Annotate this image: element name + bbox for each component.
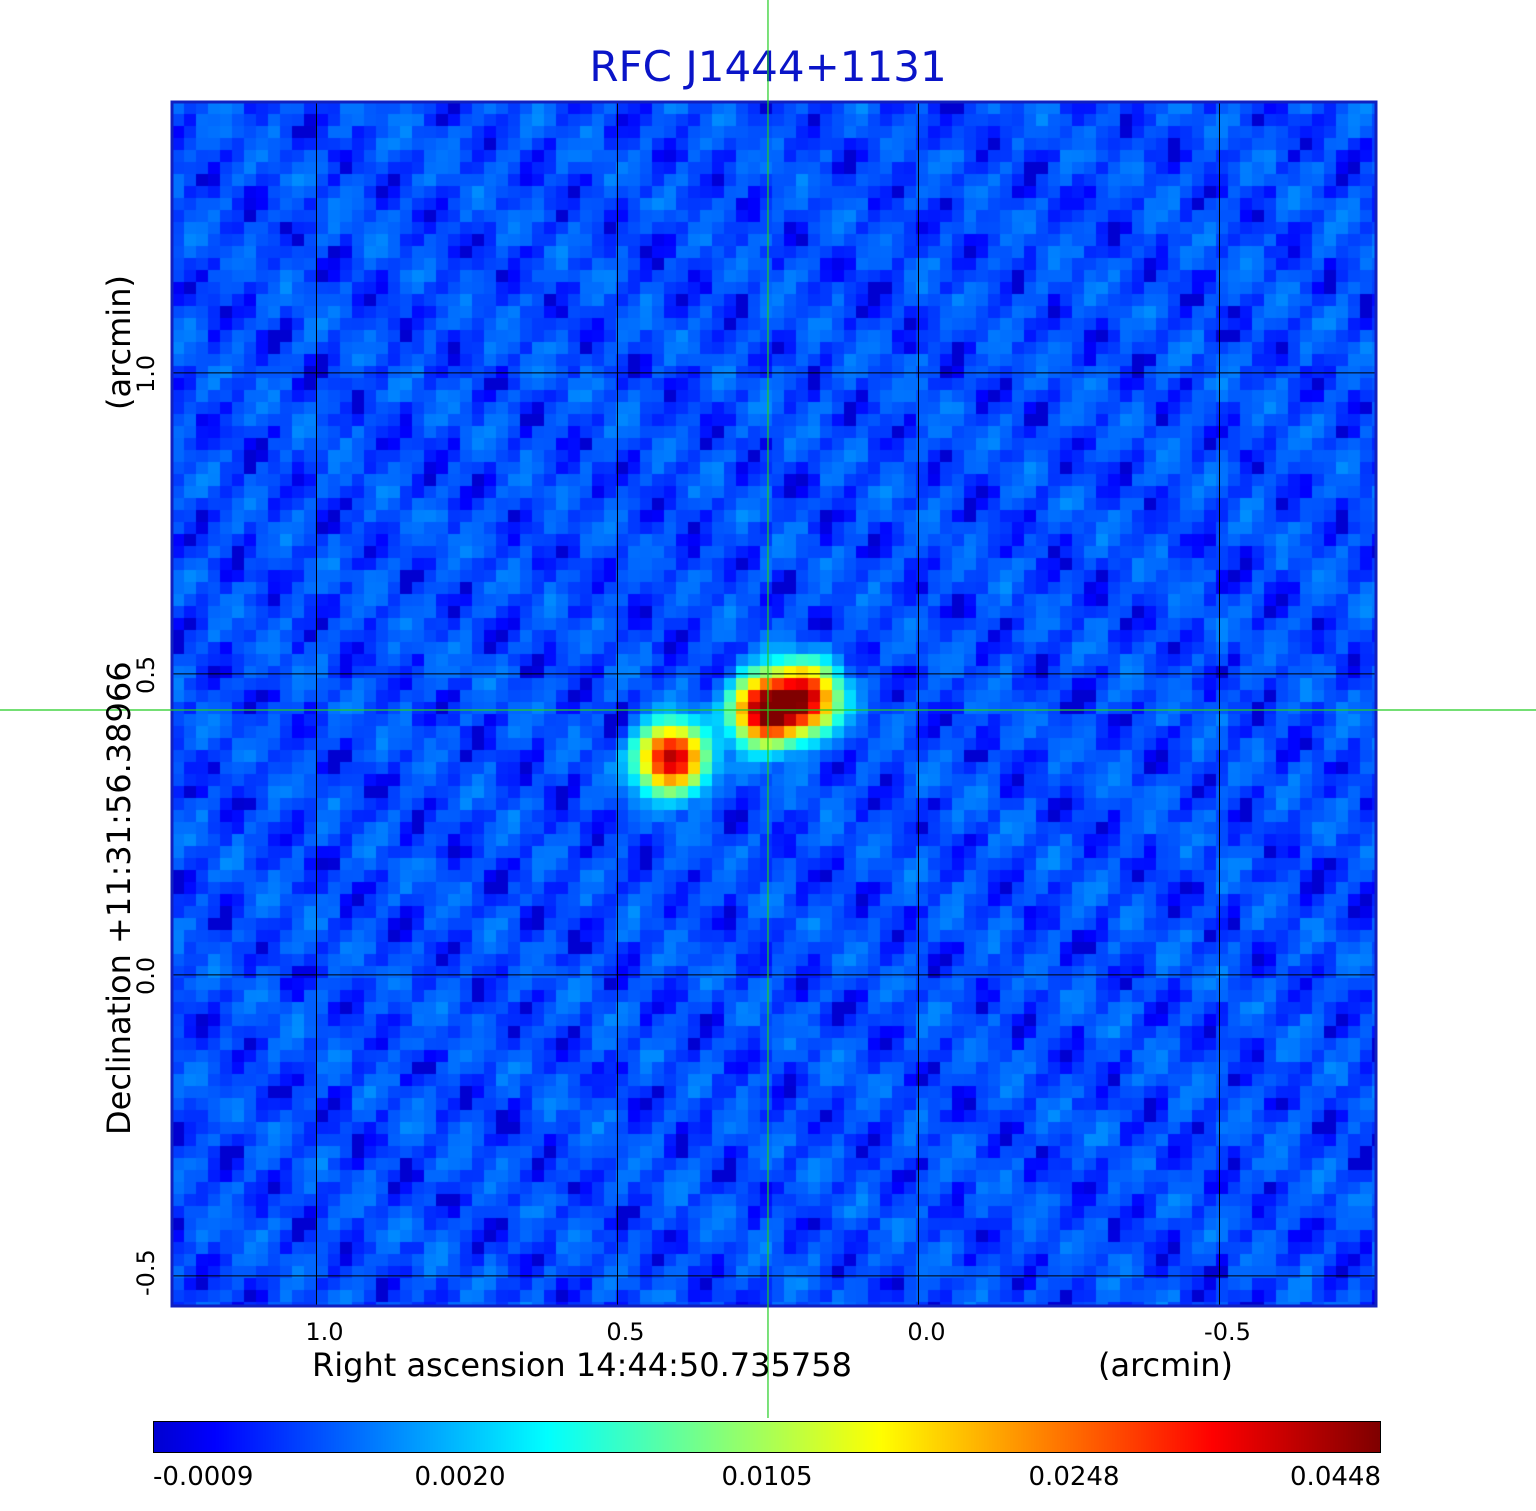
y-axis-label: Declination +11:31:56.38966 (100, 661, 138, 1135)
intensity-map (172, 102, 1376, 1306)
x-tick-label: 1.0 (305, 1318, 344, 1346)
y-axis-unit: (arcmin) (100, 275, 138, 410)
colorbar-tick-label: -0.0009 (153, 1462, 254, 1492)
colorbar-tick-label: 0.0448 (1290, 1462, 1381, 1492)
colorbar (153, 1421, 1381, 1453)
colorbar-tick-label: 0.0248 (1028, 1462, 1120, 1492)
x-axis-label: Right ascension 14:44:50.735758 (312, 1346, 852, 1384)
x-tick-label: -0.5 (1204, 1318, 1251, 1346)
chart-title: RFC J1444+1131 (589, 42, 947, 91)
x-tick-label: 0.0 (907, 1318, 946, 1346)
colorbar-tick-label: 0.0105 (721, 1462, 813, 1492)
y-tick-label: -0.5 (132, 1249, 160, 1296)
x-axis-unit: (arcmin) (1098, 1346, 1233, 1384)
colorbar-tick-label: 0.0020 (414, 1462, 506, 1492)
x-tick-label: 0.5 (606, 1318, 645, 1346)
